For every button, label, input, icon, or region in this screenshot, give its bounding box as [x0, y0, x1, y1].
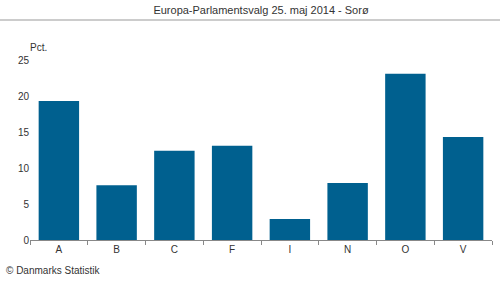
svg-text:V: V: [460, 244, 467, 255]
svg-text:25: 25: [18, 55, 30, 66]
svg-text:F: F: [229, 244, 235, 255]
svg-text:N: N: [344, 244, 351, 255]
svg-text:B: B: [113, 244, 120, 255]
svg-text:Europa-Parlamentsvalg 25. maj: Europa-Parlamentsvalg 25. maj 2014 - Sor…: [153, 4, 368, 16]
svg-text:O: O: [401, 244, 409, 255]
svg-text:5: 5: [23, 199, 29, 210]
svg-text:15: 15: [18, 127, 30, 138]
svg-text:20: 20: [18, 91, 30, 102]
svg-text:A: A: [56, 244, 63, 255]
svg-text:Pct.: Pct.: [30, 42, 47, 53]
svg-text:I: I: [288, 244, 291, 255]
svg-text:C: C: [171, 244, 178, 255]
svg-text:10: 10: [18, 163, 30, 174]
svg-text:© Danmarks Statistik: © Danmarks Statistik: [6, 265, 101, 276]
svg-text:0: 0: [23, 235, 29, 246]
